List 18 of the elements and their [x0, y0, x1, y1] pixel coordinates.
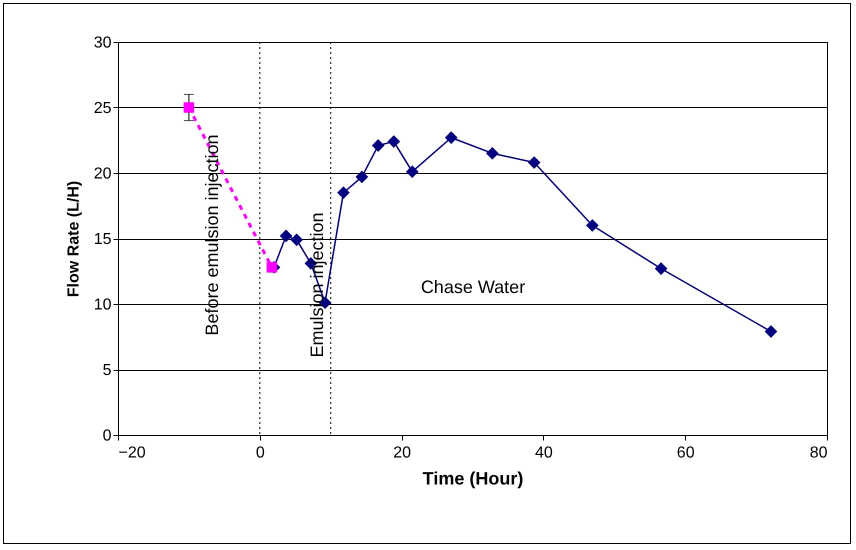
x-tick-label: 80	[810, 444, 828, 462]
y-tick-label: 0	[102, 428, 112, 444]
x-tick-label: 60	[676, 444, 695, 462]
y-tick-label: 20	[94, 166, 112, 182]
y-tick-label: 25	[94, 100, 112, 117]
y-axis-title: Flow Rate (L/H)	[66, 180, 83, 298]
y-tick-label: 10	[94, 296, 112, 314]
annotation: Emulsion injection	[307, 212, 327, 358]
x-tick-label: 20	[393, 444, 412, 462]
x-tick-label: −20	[118, 444, 146, 462]
y-tick-label: 15	[94, 231, 112, 248]
x-axis-title: Time (Hour)	[422, 468, 524, 488]
x-tick-label: 40	[535, 444, 553, 462]
annotation: Chase Water	[420, 277, 526, 297]
annotation: Before emulsion injection	[202, 134, 222, 336]
x-tick-label: 0	[256, 444, 265, 462]
y-tick-label: 30	[94, 34, 112, 52]
y-tick-label: 5	[102, 362, 112, 379]
